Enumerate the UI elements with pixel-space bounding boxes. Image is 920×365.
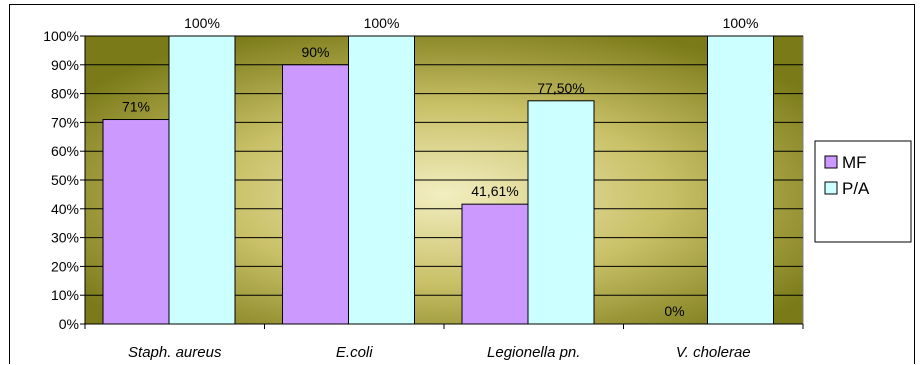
- data-labels: 71% 100% 90% 100% 41,61% 77,50% 0% 100%: [122, 15, 758, 319]
- legend-label: MF: [842, 153, 867, 172]
- y-tick-label: 80%: [51, 86, 79, 102]
- y-tick-label: 60%: [51, 143, 79, 159]
- y-tick-label: 40%: [51, 201, 79, 217]
- data-label: 90%: [301, 44, 329, 60]
- y-tick-label: 100%: [43, 28, 79, 44]
- y-tick-label: 70%: [51, 114, 79, 130]
- bar-p-a: [527, 100, 595, 325]
- x-tick-label: Staph. aureus: [128, 344, 222, 361]
- legend-swatch: [824, 155, 838, 169]
- data-label: 100%: [184, 15, 220, 31]
- bar-mf: [102, 119, 170, 325]
- y-tick-label: 90%: [51, 57, 79, 73]
- legend: MF P/A: [814, 140, 912, 243]
- data-label: 71%: [122, 99, 150, 115]
- bars: [102, 35, 774, 325]
- bar-p-a: [707, 35, 774, 325]
- y-tick-label: 30%: [51, 230, 79, 246]
- data-label: 0%: [664, 303, 684, 319]
- data-label: 100%: [723, 15, 759, 31]
- axes: 0% 10% 20% 30% 40% 50% 60% 70% 80% 90% 100% Staph. …: [43, 28, 804, 361]
- y-tick-label: 10%: [51, 287, 79, 303]
- y-tick-label: 0%: [59, 316, 79, 332]
- data-label: 77,50%: [537, 80, 584, 96]
- x-tick-label: V. cholerae: [676, 344, 751, 361]
- x-tick-label: E.coli: [336, 344, 373, 361]
- data-label: 100%: [364, 15, 400, 31]
- y-tick-label: 50%: [51, 172, 79, 188]
- y-tick-label: 20%: [51, 258, 79, 274]
- bar-p-a: [168, 35, 236, 325]
- legend-label: P/A: [842, 179, 870, 198]
- legend-swatch: [824, 181, 838, 195]
- data-label: 41,61%: [471, 183, 518, 199]
- x-tick-label: Legionella pn.: [487, 344, 580, 361]
- bar-mf: [461, 203, 529, 325]
- bar-mf: [282, 64, 349, 325]
- chart-frame: [9, 4, 915, 364]
- bar-p-a: [348, 35, 415, 325]
